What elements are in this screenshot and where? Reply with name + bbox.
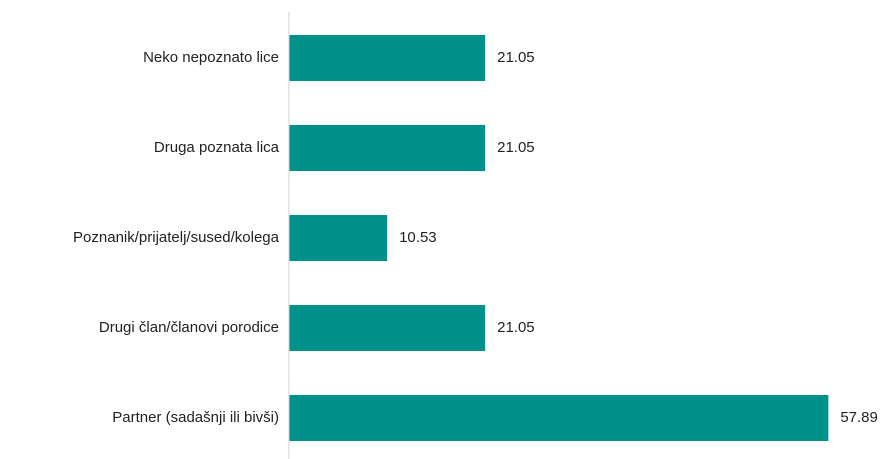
y-tick-label: Druga poznata lica: [154, 139, 280, 156]
data-label: 21.05: [497, 49, 535, 66]
data-label: 21.05: [497, 139, 535, 156]
bar: [289, 395, 829, 441]
y-tick-label: Drugi član/članovi porodice: [99, 319, 279, 336]
data-label: 10.53: [399, 229, 437, 246]
y-tick-label: Neko nepoznato lice: [143, 49, 279, 66]
bar: [289, 305, 486, 351]
y-tick-label: Poznanik/prijatelj/sused/kolega: [73, 229, 280, 246]
bar: [289, 215, 388, 261]
data-label: 21.05: [497, 319, 535, 336]
bar: [289, 35, 486, 81]
data-label: 57.89: [840, 409, 878, 426]
bar: [289, 125, 486, 171]
y-tick-label: Partner (sadašnji ili bivši): [112, 409, 279, 426]
